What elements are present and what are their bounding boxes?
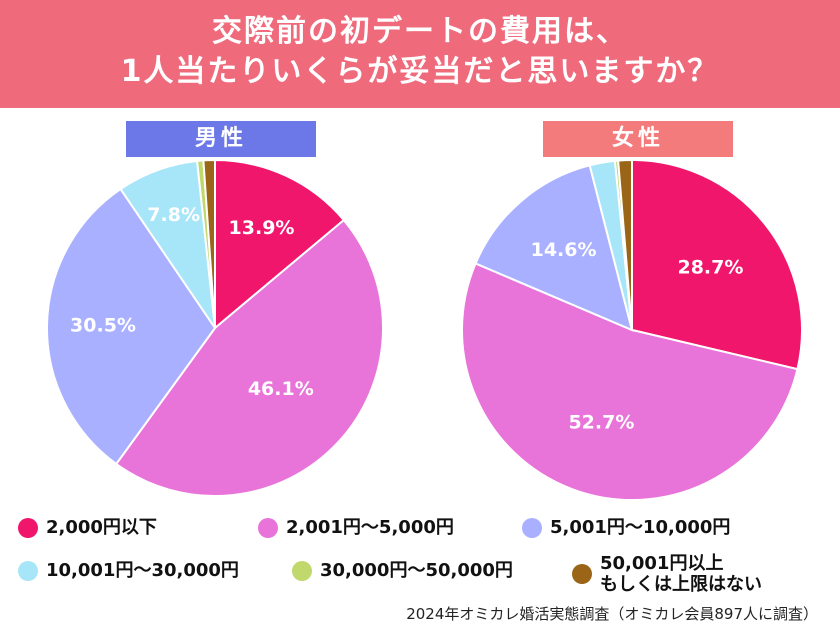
- pie-slice-6: [617, 158, 633, 331]
- slice-label-3: 30.5%: [70, 315, 136, 337]
- legend-label-line2: もしくは上限はない: [600, 574, 762, 595]
- slice-label-2: 46.1%: [248, 378, 314, 400]
- title-line-1: 交際前の初デートの費用は、: [212, 14, 628, 49]
- source-note: 2024年オミカレ婚活実態調査（オミカレ会員897人に調査）: [406, 605, 818, 623]
- male-pie-chart: 13.9% 46.1% 30.5% 7.8%: [46, 158, 384, 498]
- legend-swatch: [258, 518, 278, 538]
- female-pie-chart: 28.7% 52.7% 14.6%: [461, 158, 803, 501]
- slice-label-1: 28.7%: [677, 256, 743, 278]
- legend-label: 30,000円〜50,000円: [320, 560, 513, 581]
- legend-swatch: [292, 561, 312, 581]
- pie-slice-3: [46, 187, 217, 466]
- legend-item-30000-50000: 30,000円〜50,000円: [292, 561, 513, 581]
- slice-label-1: 13.9%: [229, 217, 295, 239]
- legend-label-line1: 50,001円以上: [600, 553, 724, 574]
- pie-slice-3: [474, 164, 634, 332]
- title-line-2: 1人当たりいくらが妥当だと思いますか？: [120, 54, 720, 89]
- pie-slice-2: [114, 218, 384, 498]
- legend-label: 50,001円以上 もしくは上限はない: [600, 553, 762, 595]
- legend-label: 5,001円〜10,000円: [550, 517, 731, 538]
- legend-item-10001-30000: 10,001円〜30,000円: [18, 561, 239, 581]
- legend-label: 2,000円以下: [46, 517, 157, 538]
- legend-item-2001-5000: 2,001円〜5,000円: [258, 518, 454, 538]
- pie-slice-1: [631, 158, 803, 371]
- legend-swatch: [18, 561, 38, 581]
- legend-swatch: [18, 518, 38, 538]
- slice-label-2: 52.7%: [568, 412, 634, 434]
- legend-label: 2,001円〜5,000円: [286, 517, 454, 538]
- pie-slice-2: [461, 262, 799, 501]
- legend-swatch: [522, 518, 542, 538]
- legend-item-5001-10000: 5,001円〜10,000円: [522, 518, 730, 538]
- female-chart-title: 女性: [543, 121, 733, 157]
- legend-label: 10,001円〜30,000円: [46, 560, 239, 581]
- title-banner: 交際前の初デートの費用は、 1人当たりいくらが妥当だと思いますか？: [0, 0, 840, 108]
- male-chart-title: 男性: [126, 121, 316, 157]
- pie-slice-1: [214, 158, 346, 331]
- slice-label-3: 14.6%: [531, 239, 597, 261]
- legend-swatch: [572, 564, 592, 584]
- slice-label-4: 7.8%: [147, 204, 200, 226]
- pie-slice-6: [202, 158, 216, 329]
- legend-item-over-50001: 50,001円以上 もしくは上限はない: [572, 553, 762, 595]
- legend-item-under-2000: 2,000円以下: [18, 518, 157, 538]
